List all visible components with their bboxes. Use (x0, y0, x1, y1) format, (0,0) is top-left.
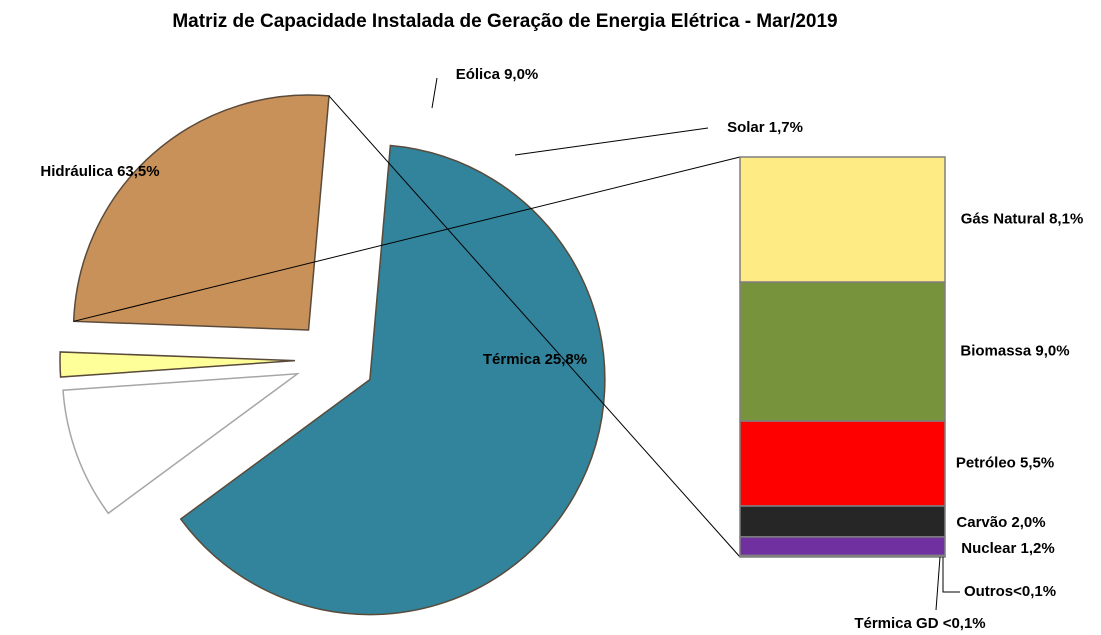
slice-label: Hidráulica 63,5% (40, 163, 159, 180)
connector-line (328, 95, 741, 558)
slice-label: Térmica 25,8% (483, 351, 587, 368)
pie-slice (179, 144, 606, 616)
slice-label: Solar 1,7% (727, 119, 803, 136)
leader-line (431, 77, 438, 109)
pie-slice (59, 351, 296, 378)
leader-line (942, 557, 960, 593)
bar-label: Petróleo 5,5% (956, 455, 1054, 472)
pie-slice (72, 94, 330, 331)
bar-segment (739, 536, 946, 557)
bar-label: Carvão 2,0% (956, 514, 1045, 531)
bar-segment (739, 555, 946, 558)
chart-title: Matriz de Capacidade Instalada de Geraçã… (172, 11, 837, 32)
leader-line (514, 127, 709, 156)
bar-label: Biomassa 9,0% (960, 343, 1069, 360)
bar-segment (739, 156, 946, 283)
connector-line (73, 156, 741, 322)
bar-label: Nuclear 1,2% (961, 540, 1054, 557)
leader-line (935, 556, 941, 611)
bar-segment (739, 420, 946, 507)
bar-segment (739, 281, 946, 422)
bar-segment (739, 505, 946, 538)
bar-label: Gás Natural 8,1% (961, 211, 1084, 228)
bar-label: Outros<0,1% (964, 583, 1056, 600)
pie-slice (62, 372, 300, 515)
slice-label: Eólica 9,0% (456, 66, 539, 83)
bar-label: Térmica GD <0,1% (854, 615, 985, 632)
